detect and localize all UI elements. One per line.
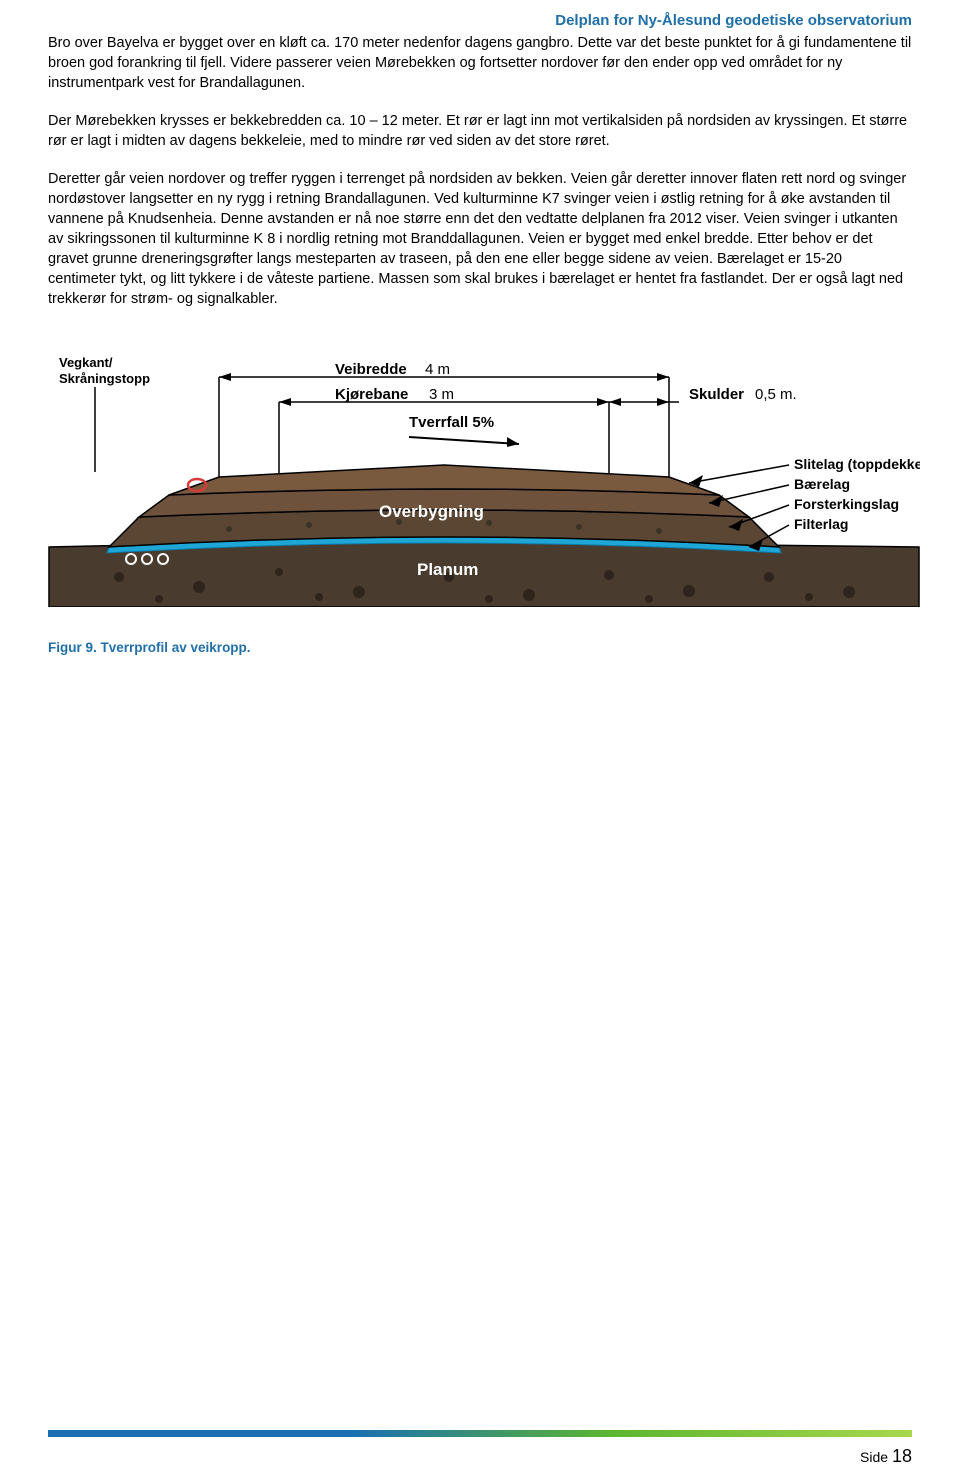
footer-gradient-bar xyxy=(48,1430,912,1437)
caption-text: Figur 9. Tverrprofil av veikropp. xyxy=(48,640,251,655)
page-header: Delplan for Ny-Ålesund geodetiske observ… xyxy=(0,0,960,29)
kjorebane-label: Kjørebane xyxy=(335,386,408,403)
page-number: Side 18 xyxy=(860,1446,912,1467)
filterlag-label: Filterlag xyxy=(794,516,848,532)
road-profile-svg: Vegkant/ Skråningstopp Veibredde 4 m Kjø… xyxy=(48,347,920,607)
tverrfall-label: Tverrfall 5% xyxy=(409,414,494,431)
body-text: Bro over Bayelva er bygget over en kløft… xyxy=(0,29,960,309)
slitelag-label: Slitelag (toppdekke) xyxy=(794,456,920,472)
figure-caption: Figur 9. Tverrprofil av veikropp. xyxy=(0,612,960,655)
kjorebane-value: 3 m xyxy=(429,386,454,403)
tverrfall: Tverrfall 5% xyxy=(409,414,519,447)
page-label: Side xyxy=(860,1449,888,1465)
edge-label-line2: Skråningstopp xyxy=(59,371,150,386)
veibredde-label: Veibredde xyxy=(335,361,407,378)
header-title: Delplan for Ny-Ålesund geodetiske observ… xyxy=(555,12,912,29)
paragraph-3: Deretter går veien nordover og treffer r… xyxy=(48,169,912,309)
skulder-value: 0,5 m. xyxy=(755,386,797,403)
dim-kjorebane: Kjørebane 3 m xyxy=(279,386,609,477)
baerelag-label: Bærelag xyxy=(794,476,850,492)
page-value: 18 xyxy=(892,1446,912,1466)
paragraph-2: Der Mørebekken krysses er bekkebredden c… xyxy=(48,111,912,151)
paragraph-1: Bro over Bayelva er bygget over en kløft… xyxy=(48,33,912,93)
edge-label-line1: Vegkant/ xyxy=(59,355,113,370)
dim-skulder: Skulder 0,5 m. xyxy=(609,386,797,406)
planum-label: Planum xyxy=(417,560,478,579)
veibredde-value: 4 m xyxy=(425,361,450,378)
forsterk-label: Forsterkingslag xyxy=(794,496,899,512)
cross-section-diagram: Vegkant/ Skråningstopp Veibredde 4 m Kjø… xyxy=(0,327,960,612)
skulder-label: Skulder xyxy=(689,386,744,403)
overbygning-label: Overbygning xyxy=(379,502,484,521)
